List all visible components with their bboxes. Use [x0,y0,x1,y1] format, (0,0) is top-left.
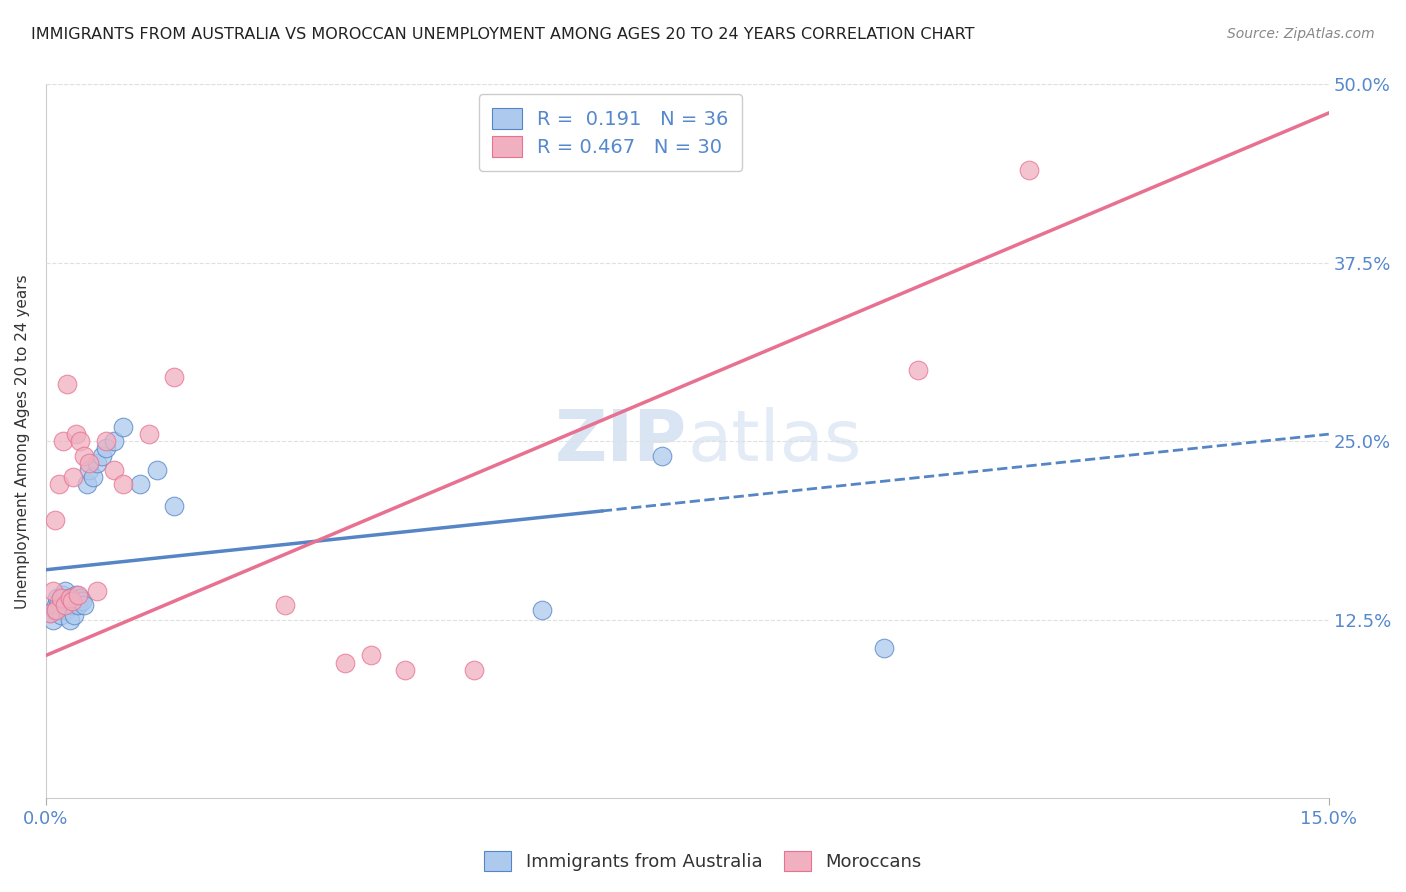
Point [67,589,90,603]
Point [163,370,186,384]
Point [42,584,65,599]
Y-axis label: Unemployment Among Ages 20 to 24 years: Unemployment Among Ages 20 to 24 years [15,274,30,608]
Point [907,363,929,377]
Point [44,603,66,617]
Legend: R =  0.191   N = 36, R = 0.467   N = 30: R = 0.191 N = 36, R = 0.467 N = 30 [478,95,742,170]
Point [651,449,673,463]
Text: Source: ZipAtlas.com: Source: ZipAtlas.com [1227,27,1375,41]
Point [360,648,382,663]
Point [49,608,72,623]
Point [76,477,98,491]
Text: atlas: atlas [688,407,862,475]
Point [873,641,896,656]
Point [56,594,79,608]
Point [77,463,100,477]
Point [274,599,297,613]
Point [90,449,112,463]
Legend: Immigrants from Australia, Moroccans: Immigrants from Australia, Moroccans [477,844,929,879]
Point [530,603,553,617]
Point [45,603,67,617]
Point [1018,163,1040,178]
Point [86,456,108,470]
Point [62,470,84,484]
Point [51,591,73,606]
Point [69,591,91,606]
Point [65,589,87,603]
Point [59,613,82,627]
Point [163,499,186,513]
Point [63,608,86,623]
Point [60,599,83,613]
Point [103,463,125,477]
Point [103,434,125,449]
Point [42,613,65,627]
Point [394,663,416,677]
Point [335,656,357,670]
Text: IMMIGRANTS FROM AUSTRALIA VS MOROCCAN UNEMPLOYMENT AMONG AGES 20 TO 24 YEARS COR: IMMIGRANTS FROM AUSTRALIA VS MOROCCAN UN… [31,27,974,42]
Point [53,599,76,613]
Point [82,470,104,484]
Point [59,591,82,606]
Point [58,591,80,606]
Point [463,663,485,677]
Point [70,594,93,608]
Point [73,449,96,463]
Point [111,420,134,434]
Point [44,513,66,527]
Point [86,584,108,599]
Point [62,591,84,606]
Point [48,594,70,608]
Point [111,477,134,491]
Point [48,477,70,491]
Point [46,591,69,606]
Point [65,427,87,442]
Point [53,584,76,599]
Point [52,589,75,603]
Point [94,442,117,456]
Text: ZIP: ZIP [555,407,688,475]
Point [69,434,91,449]
Point [39,606,62,620]
Point [39,606,62,620]
Point [67,599,90,613]
Point [77,456,100,470]
Point [73,599,96,613]
Point [94,434,117,449]
Point [45,599,67,613]
Point [55,603,77,617]
Point [60,594,83,608]
Point [51,599,73,613]
Point [56,377,79,392]
Point [138,427,160,442]
Point [129,477,152,491]
Point [52,434,75,449]
Point [146,463,169,477]
